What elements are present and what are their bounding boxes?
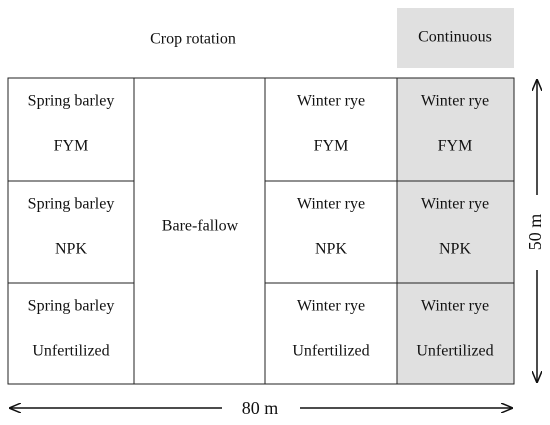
crop-label: Winter rye <box>421 93 489 110</box>
crop-label: Winter rye <box>421 298 489 315</box>
treatment-label: FYM <box>438 138 473 155</box>
treatment-label: FYM <box>314 138 349 155</box>
treatment-label: Unfertilized <box>292 343 369 360</box>
crop-label: Winter rye <box>297 298 365 315</box>
treatment-label: Unfertilized <box>416 343 493 360</box>
crop-label: Winter rye <box>421 196 489 213</box>
rotation-label: Crop rotation <box>150 31 236 48</box>
treatment-label: FYM <box>54 138 89 155</box>
treatment-label: Unfertilized <box>32 343 109 360</box>
continuous-column <box>397 78 514 384</box>
treatment-label: NPK <box>55 241 87 258</box>
width-label: 80 m <box>242 398 279 418</box>
crop-label: Winter rye <box>297 196 365 213</box>
crop-label: Spring barley <box>28 93 115 110</box>
continuous-label: Continuous <box>418 29 492 46</box>
treatment-label: NPK <box>439 241 471 258</box>
treatment-label: NPK <box>315 241 347 258</box>
plots: Spring barley FYM Winter rye FYM Winter rye F… <box>28 93 494 360</box>
crop-label: Spring barley <box>28 298 115 315</box>
fallow-label: Bare-fallow <box>162 218 239 235</box>
height-label: 50 m <box>525 214 545 251</box>
grid <box>7 77 515 385</box>
crop-label: Winter rye <box>297 93 365 110</box>
crop-label: Spring barley <box>28 196 115 213</box>
continuous-box <box>397 8 514 68</box>
